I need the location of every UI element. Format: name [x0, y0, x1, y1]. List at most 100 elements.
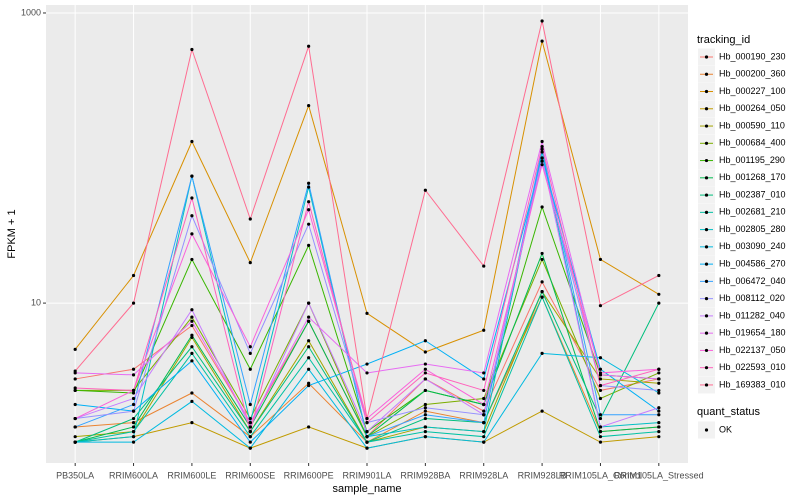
data-point: [190, 174, 194, 178]
data-point: [657, 388, 661, 393]
legend-point: [704, 107, 709, 111]
data-point: [482, 377, 486, 381]
data-point: [482, 371, 486, 375]
data-point: [540, 295, 544, 299]
legend-point: [704, 55, 709, 59]
legend-point: [704, 193, 709, 197]
data-point: [598, 356, 603, 360]
data-point: [307, 319, 311, 323]
data-point: [423, 402, 427, 407]
legend-point: [704, 383, 709, 387]
data-point: [482, 409, 486, 413]
data-point: [248, 345, 252, 349]
data-point: [248, 430, 252, 434]
data-point: [598, 435, 603, 439]
data-point: [131, 301, 136, 305]
data-point: [423, 362, 427, 366]
x-tick-label: RRIM901LA: [342, 470, 391, 480]
legend-point: [704, 428, 709, 432]
x-tick-label: RRIM928LB: [518, 470, 567, 480]
data-point: [365, 446, 369, 450]
data-point: [190, 319, 194, 323]
data-point: [307, 315, 311, 319]
data-point: [540, 257, 544, 262]
data-point: [598, 413, 603, 417]
legend-point: [704, 141, 709, 145]
data-point: [131, 273, 136, 278]
data-point: [540, 290, 544, 294]
data-point: [482, 328, 486, 332]
x-tick-label: RRIM600LA: [109, 470, 158, 480]
data-point: [307, 383, 311, 388]
data-point: [540, 150, 544, 154]
legend-point: [704, 210, 709, 214]
data-point: [307, 381, 311, 385]
data-point: [423, 425, 427, 429]
data-point: [190, 308, 194, 312]
data-point: [307, 356, 311, 360]
data-point: [73, 425, 77, 429]
data-point: [248, 367, 252, 371]
data-point: [131, 416, 136, 421]
data-point: [482, 435, 486, 439]
data-point: [131, 435, 136, 439]
legend-label: Hb_001268_170: [719, 172, 786, 182]
legend-point: [704, 297, 709, 301]
data-point: [190, 421, 194, 425]
data-point: [540, 409, 544, 413]
data-point: [190, 333, 194, 337]
data-point: [540, 351, 544, 355]
legend-label: Hb_011282_040: [719, 310, 785, 320]
legend-label: Hb_008112_020: [719, 293, 785, 303]
data-point: [73, 435, 77, 439]
legend-label: Hb_000684_400: [719, 138, 786, 148]
data-point: [423, 367, 427, 371]
data-point: [73, 369, 77, 373]
data-point: [248, 440, 252, 444]
x-tick-label: RRIM600SE: [225, 470, 275, 480]
data-point: [307, 185, 311, 189]
y-tick-label: 10: [31, 297, 41, 307]
data-point: [248, 435, 252, 439]
data-point: [131, 396, 136, 401]
legend-point: [704, 89, 709, 94]
data-point: [482, 396, 486, 401]
data-point: [73, 388, 77, 393]
data-point: [482, 264, 486, 268]
data-point: [307, 301, 311, 305]
data-point: [423, 371, 427, 375]
y-tick-label: 1000: [21, 7, 41, 17]
data-point: [598, 388, 603, 393]
data-point: [131, 425, 136, 429]
legend-label: Hb_000264_050: [719, 103, 786, 113]
legend-label: Hb_002387_010: [719, 189, 786, 199]
data-point: [307, 208, 311, 212]
data-point: [540, 251, 544, 256]
legend-label: Hb_019654_180: [719, 328, 786, 338]
data-point: [540, 147, 544, 151]
legend-label: Hb_006472_040: [719, 276, 786, 286]
data-point: [365, 421, 369, 425]
data-point: [365, 311, 369, 315]
data-point: [190, 47, 194, 52]
x-tick-label: RRIM105LA_Control: [559, 470, 642, 480]
legend-point: [704, 228, 709, 232]
data-point: [482, 430, 486, 434]
data-point: [423, 409, 427, 413]
data-point: [423, 430, 427, 434]
legend-label: Hb_022137_050: [719, 345, 786, 355]
data-point: [365, 435, 369, 439]
data-point: [657, 435, 661, 439]
data-point: [73, 416, 77, 421]
legend-point: [704, 124, 709, 128]
legend-point: [704, 245, 709, 249]
legend-point: [704, 176, 709, 180]
x-tick-label: RRIM600PE: [284, 470, 334, 480]
legend-label: Hb_002805_280: [719, 224, 786, 234]
data-point: [365, 440, 369, 444]
data-point: [131, 421, 136, 425]
data-point: [540, 39, 544, 43]
data-point: [657, 273, 661, 278]
data-point: [190, 139, 194, 144]
